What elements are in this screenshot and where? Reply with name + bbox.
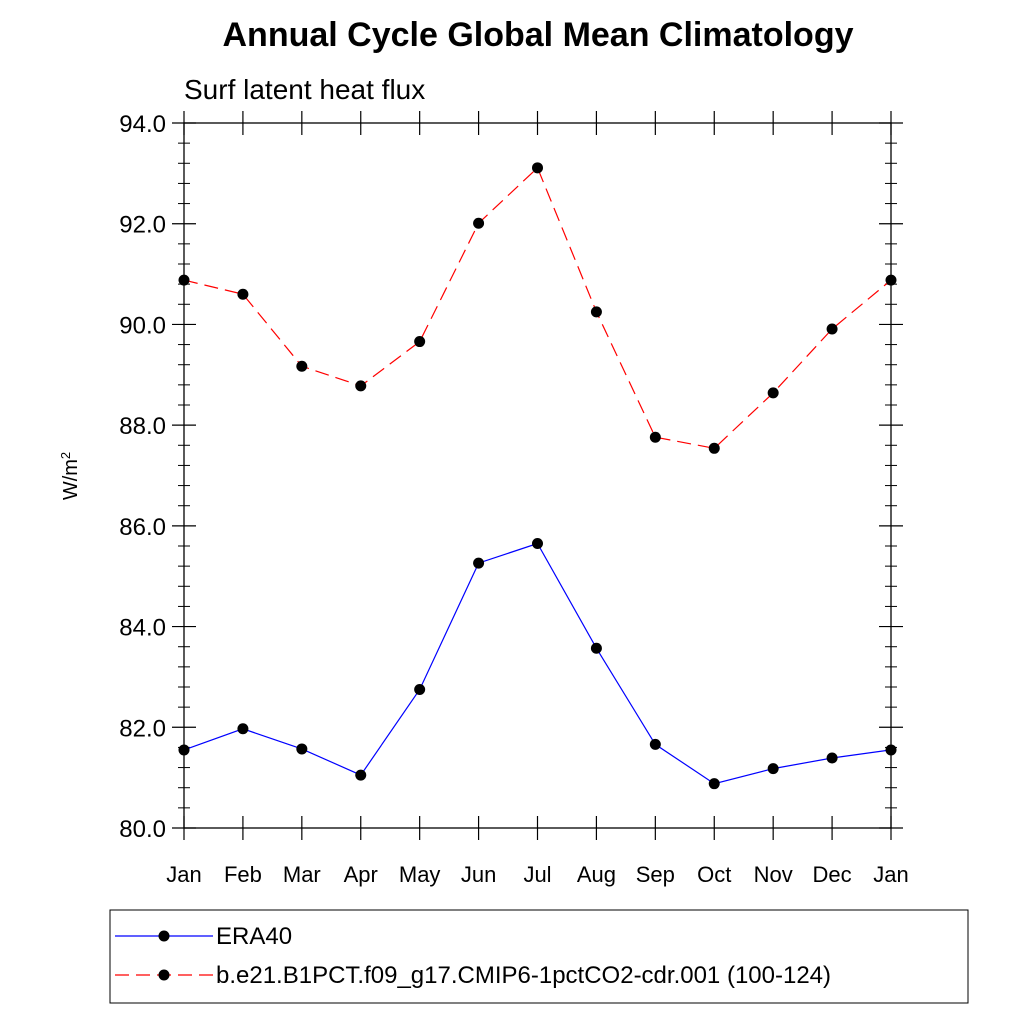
data-point-s1-11 — [826, 323, 838, 335]
data-point-s1-6 — [532, 162, 543, 174]
data-point-s1-3 — [355, 380, 367, 392]
data-point-s1-8 — [649, 431, 661, 443]
data-point-s0-1 — [237, 723, 249, 735]
x-tick-label: Apr — [344, 862, 378, 887]
data-point-s1-7 — [590, 306, 602, 318]
y-tick-label: 82.0 — [119, 715, 166, 742]
x-tick-label: Aug — [577, 862, 616, 887]
data-point-s1-1 — [237, 288, 249, 300]
x-tick-label: Mar — [283, 862, 321, 887]
x-tick-label: Jul — [523, 862, 551, 887]
x-tick-label: Jan — [166, 862, 201, 887]
chart-title: Annual Cycle Global Mean Climatology — [223, 16, 854, 54]
data-point-s1-0 — [178, 274, 190, 286]
minor-ticks — [178, 142, 897, 809]
data-point-s1-10 — [767, 387, 779, 399]
x-tick-label: Oct — [697, 862, 731, 887]
data-point-s0-11 — [826, 752, 838, 764]
plot-frame — [183, 122, 892, 829]
y-axis: 80.0 82.0 84.0 86.0 88.0 90.0 92.0 94.0 — [119, 111, 903, 843]
chart-subtitle: Surf latent heat flux — [184, 74, 425, 105]
plot-border — [183, 122, 892, 829]
data-point-s1-5 — [473, 217, 485, 229]
legend: ERA40 b.e21.B1PCT.f09_g17.CMIP6-1pctCO2-… — [109, 909, 969, 1004]
data-point-s0-10 — [767, 763, 779, 775]
y-tick-label: 90.0 — [119, 312, 166, 339]
y-axis-label: W/m2 — [58, 452, 83, 500]
data-point-s0-3 — [355, 769, 367, 781]
data-point-s1-2 — [296, 360, 308, 372]
data-point-s0-8 — [649, 738, 661, 750]
y-tick-label: 84.0 — [119, 615, 166, 642]
x-tick-label: Jun — [461, 862, 496, 887]
x-tick-label: Feb — [224, 862, 262, 887]
legend-label-era40: ERA40 — [216, 923, 292, 950]
x-axis: Jan Feb Mar Apr May Jun Jul Aug Sep Oct Nov Dec Jan — [166, 111, 909, 887]
legend-marker-era40 — [158, 930, 170, 942]
y-tick-label: 92.0 — [119, 212, 166, 239]
data-point-s0-7 — [590, 642, 602, 654]
data-point-s0-0 — [178, 744, 190, 756]
legend-box — [109, 909, 969, 1004]
data-point-s0-6 — [532, 537, 543, 549]
x-tick-label: Dec — [813, 862, 852, 887]
data-point-s1-12 — [885, 274, 897, 286]
x-tick-label: Jan — [873, 862, 908, 887]
data-point-s1-9 — [708, 442, 720, 454]
legend-label-model: b.e21.B1PCT.f09_g17.CMIP6-1pctCO2-cdr.00… — [216, 962, 831, 989]
data-point-s0-12 — [885, 744, 897, 756]
data-point-s0-5 — [473, 557, 485, 569]
y-tick-label: 80.0 — [119, 816, 166, 843]
data-point-s0-9 — [708, 778, 720, 790]
series-line-0 — [183, 542, 892, 785]
data-point-s0-4 — [414, 684, 426, 696]
y-tick-label: 86.0 — [119, 514, 166, 541]
legend-marker-model — [158, 969, 170, 981]
series-layer — [178, 162, 897, 790]
y-tick-label: 94.0 — [119, 111, 166, 138]
x-tick-label: Sep — [636, 862, 675, 887]
x-tick-label: May — [399, 862, 441, 887]
x-tick-label: Nov — [754, 862, 793, 887]
data-point-s0-2 — [296, 743, 308, 755]
y-tick-label: 88.0 — [119, 413, 166, 440]
series-line-1 — [183, 166, 892, 449]
data-point-s1-4 — [414, 336, 426, 348]
